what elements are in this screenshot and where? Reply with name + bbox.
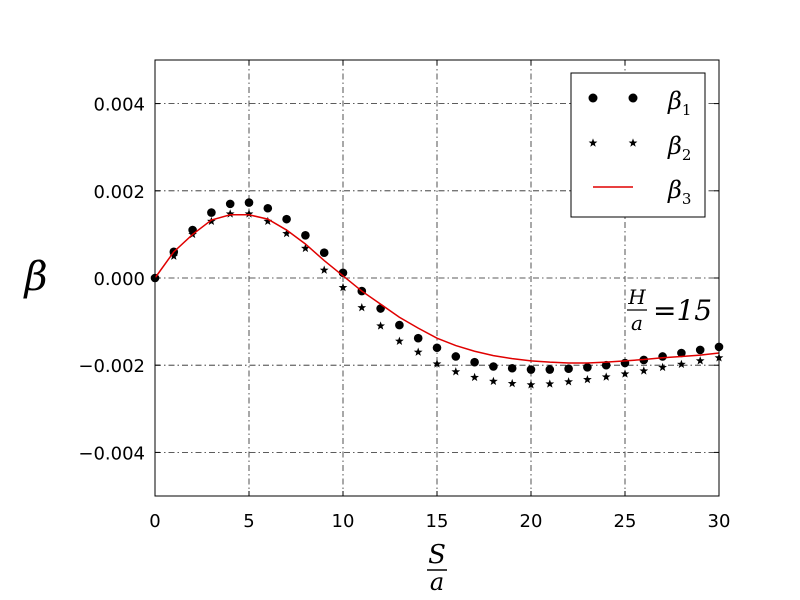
legend-label-sub: 3 — [682, 190, 692, 208]
data-point-circle — [225, 199, 235, 209]
data-point-star — [451, 367, 461, 376]
data-point-circle — [413, 333, 423, 343]
data-point-circle — [526, 365, 536, 374]
legend-entry-beta2: β2 — [588, 132, 691, 164]
x-tick-label: 20 — [520, 511, 543, 532]
data-point-circle — [432, 343, 442, 353]
legend-label-base: β — [667, 132, 682, 160]
data-point-star — [507, 378, 517, 388]
data-point-circle — [545, 365, 555, 374]
data-point-star — [376, 321, 385, 330]
data-point-star — [413, 347, 423, 356]
data-point-star — [263, 216, 273, 226]
legend-label-base: β — [667, 176, 682, 204]
legend-label-sub: 1 — [682, 101, 692, 119]
ticks-layer: 0 5 10 15 20 25 30 0.004 0.002 0.000 −0.002 −0.004 — [78, 60, 730, 532]
data-point-star — [395, 336, 404, 345]
data-point-star — [639, 366, 649, 375]
data-point-circle — [695, 345, 705, 355]
data-point-star — [470, 372, 479, 382]
data-point-star — [301, 243, 310, 253]
data-point-star — [338, 282, 348, 292]
data-point-star — [601, 372, 611, 381]
annotation-denominator: a — [631, 311, 643, 335]
legend-marker-circle — [588, 93, 598, 103]
legend-label-beta3: β3 — [667, 176, 691, 208]
data-point-star — [695, 356, 705, 365]
data-point-star — [526, 380, 536, 389]
data-point-circle — [507, 363, 517, 373]
data-point-star — [357, 303, 367, 312]
data-point-circle — [451, 352, 461, 361]
data-point-circle — [583, 363, 592, 372]
grid-layer — [155, 60, 719, 496]
data-point-star — [620, 369, 630, 378]
annotation-value: =15 — [653, 294, 712, 327]
data-point-circle — [470, 357, 479, 367]
data-point-circle — [263, 203, 273, 213]
x-axis-label-numerator: S — [428, 540, 446, 570]
data-point-circle — [207, 208, 216, 217]
x-tick-label: 30 — [708, 511, 731, 532]
legend-label-base: β — [667, 87, 682, 115]
legend-label-beta1: β1 — [667, 87, 691, 119]
data-point-star — [244, 209, 254, 218]
annotation: H a =15 — [627, 285, 712, 335]
data-point-circle — [564, 364, 573, 373]
legend-label-beta2: β2 — [667, 132, 691, 164]
y-axis-label: β — [22, 254, 47, 300]
data-point-circle — [282, 214, 291, 224]
data-point-star — [489, 376, 498, 386]
data-point-circle — [658, 352, 667, 361]
data-point-star — [319, 265, 329, 274]
data-point-circle — [489, 362, 498, 371]
data-point-star — [658, 362, 667, 372]
x-tick-label: 0 — [149, 511, 160, 532]
data-point-star — [282, 228, 291, 238]
legend-marker-star — [588, 138, 598, 147]
series-layer — [150, 198, 724, 389]
y-tick-label: 0.002 — [93, 182, 145, 203]
data-point-star — [677, 359, 686, 369]
x-tick-label: 5 — [243, 511, 254, 532]
legend-marker-circle — [628, 93, 638, 103]
y-tick-label: 0.004 — [93, 95, 145, 116]
data-point-star — [545, 379, 555, 388]
legend-entry-beta3: β3 — [593, 176, 691, 208]
x-axis-label: S a — [427, 540, 447, 596]
data-point-circle — [244, 198, 254, 207]
series-β3 — [154, 214, 720, 364]
y-tick-label: −0.002 — [78, 356, 145, 377]
annotation-numerator: H — [627, 285, 646, 309]
data-point-circle — [319, 248, 329, 258]
data-point-circle — [601, 360, 611, 370]
data-point-circle — [301, 230, 310, 240]
data-point-star — [432, 359, 442, 368]
data-point-circle — [677, 348, 686, 358]
data-point-star — [169, 251, 179, 260]
x-tick-label: 15 — [426, 511, 449, 532]
y-tick-label: −0.004 — [78, 443, 145, 464]
data-point-star — [583, 374, 592, 384]
x-tick-label: 25 — [614, 511, 637, 532]
legend-marker-star — [628, 138, 638, 147]
data-point-circle — [395, 320, 404, 330]
data-point-star — [564, 377, 573, 386]
y-tick-label: 0.000 — [93, 269, 145, 290]
legend: β1 β2 β3 — [570, 72, 706, 218]
data-point-star — [225, 209, 235, 218]
legend-entry-beta1: β1 — [588, 87, 691, 119]
x-tick-label: 10 — [332, 511, 355, 532]
x-axis-label-denominator: a — [430, 568, 444, 596]
series-line — [154, 214, 720, 364]
legend-label-sub: 2 — [682, 146, 692, 164]
